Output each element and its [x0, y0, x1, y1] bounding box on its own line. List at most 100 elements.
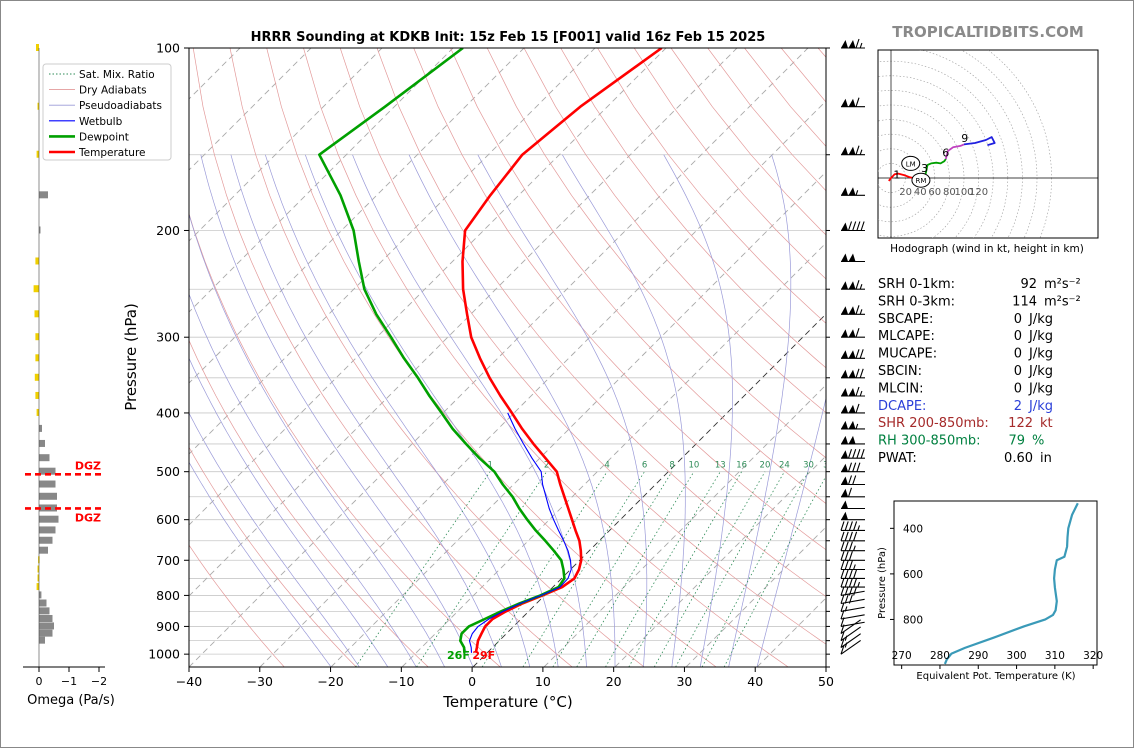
skewt-axes: 26F 29F −40 −30 −20 −10 0 10 20 30 40 50 100 200 300 40… [148, 41, 834, 690]
barb-flag [853, 586, 858, 596]
barb-flag [860, 221, 865, 231]
isotherm-line [614, 455, 826, 667]
barb-half-flag [857, 525, 861, 531]
barb-flag [848, 521, 853, 531]
omega-bar [35, 333, 39, 341]
wind-barb [841, 305, 865, 315]
index-value: 0 [1014, 329, 1022, 344]
omega-bar [36, 150, 39, 158]
omega-bar [39, 636, 45, 644]
barb-flag [840, 560, 845, 570]
wind-barbs [840, 38, 865, 655]
barb-flag [852, 462, 857, 472]
index-value: 92 [1020, 277, 1037, 292]
isotherm-line [189, 48, 809, 667]
barb-staff [840, 614, 865, 620]
theta-x-tick-label: 320 [1083, 650, 1103, 662]
barb-flag [855, 349, 860, 359]
index-unit: in [1040, 451, 1052, 466]
storm-motion-marker [911, 172, 931, 188]
barb-pennant [841, 463, 848, 472]
dry-adiabat [189, 446, 357, 667]
barb-pennant [841, 488, 848, 497]
barb-flag [840, 521, 845, 531]
index-unit: J/kg [1028, 399, 1053, 414]
barb-staff [840, 633, 861, 648]
omega-bar [37, 102, 39, 110]
index-unit: J/kg [1028, 329, 1053, 344]
wind-barb [841, 349, 865, 359]
barb-pennant [848, 40, 856, 48]
hodograph-height-label: 6 [942, 146, 949, 159]
barb-pennant [841, 146, 848, 155]
barb-flag [840, 609, 845, 620]
dry-adiabat [266, 48, 717, 667]
barb-flag [848, 541, 853, 551]
legend-label: Sat. Mix. Ratio [79, 69, 155, 81]
omega-panel: 0 −1 −2 Omega (Pa/s) DGZ DGZ [23, 44, 115, 708]
barb-pennant [841, 500, 848, 509]
omega-bar [39, 515, 59, 523]
pseudoadiabat [189, 293, 417, 667]
pseudoadiabat [189, 213, 445, 667]
hodograph-frame [877, 49, 1099, 239]
hodograph-caption: Hodograph (wind in kt, height in km) [890, 243, 1084, 255]
barb-flag [848, 560, 853, 570]
hodograph-height-label: 3 [921, 162, 928, 175]
barb-flag [855, 38, 860, 49]
omega-bar [34, 310, 39, 318]
barb-flag [844, 560, 849, 570]
hodograph-ring-label: 60 [928, 187, 941, 198]
barb-flag [844, 541, 849, 551]
surface-dewpoint-label: 26F [447, 649, 470, 662]
barb-staff [840, 639, 861, 655]
theta-y-tick-label: 400 [903, 523, 923, 535]
isotherm-line [259, 100, 826, 667]
barb-flag [848, 569, 853, 579]
pseudoadiabat [728, 154, 792, 667]
wind-barb [840, 586, 865, 596]
isotherm-line [1, 48, 27, 667]
wind-barb [840, 602, 865, 612]
wind-barb [840, 541, 865, 552]
index-value: 79 [1008, 434, 1025, 449]
barb-staff [840, 606, 865, 612]
barb-pennant [848, 187, 856, 196]
pseudoadiabat [264, 154, 531, 667]
barb-flag [855, 305, 860, 315]
dry-adiabat [413, 48, 826, 551]
barb-pennant [841, 388, 848, 396]
barb-half-flag [844, 635, 848, 641]
index-value: 0 [1014, 364, 1022, 379]
omega-bar [39, 480, 56, 488]
barb-flag [840, 531, 845, 541]
hodograph-ring-label: 80 [943, 187, 956, 198]
dry-adiabat [189, 544, 285, 667]
barb-flag [840, 569, 845, 579]
barb-half-flag [855, 190, 859, 196]
barb-flag [855, 386, 860, 397]
barb-pennant [841, 404, 848, 413]
hodograph-ring-label: 120 [969, 187, 988, 198]
barb-staff [840, 626, 861, 642]
barb-flag [853, 521, 858, 531]
barb-flag [848, 577, 853, 588]
hodograph-trace [944, 143, 965, 160]
storm-motion-label: LM [906, 160, 916, 168]
theta-e-line [943, 502, 1079, 665]
y-tick-label: 900 [156, 619, 180, 634]
index-label: MUCAPE: [878, 347, 937, 362]
omega-bar [36, 44, 39, 51]
barb-pennant [841, 253, 848, 262]
index-unit: J/kg [1028, 381, 1053, 396]
barb-flag [855, 145, 860, 155]
x-tick-label: −10 [388, 674, 414, 689]
wind-barb [840, 531, 865, 542]
hodograph-height-label: 9 [961, 132, 968, 145]
omega-bar [39, 629, 53, 637]
storm-motion-marker [901, 155, 921, 171]
barb-flag [840, 638, 845, 648]
wind-barb [840, 521, 865, 531]
omega-bar [39, 622, 54, 630]
barb-pennant [841, 476, 848, 485]
